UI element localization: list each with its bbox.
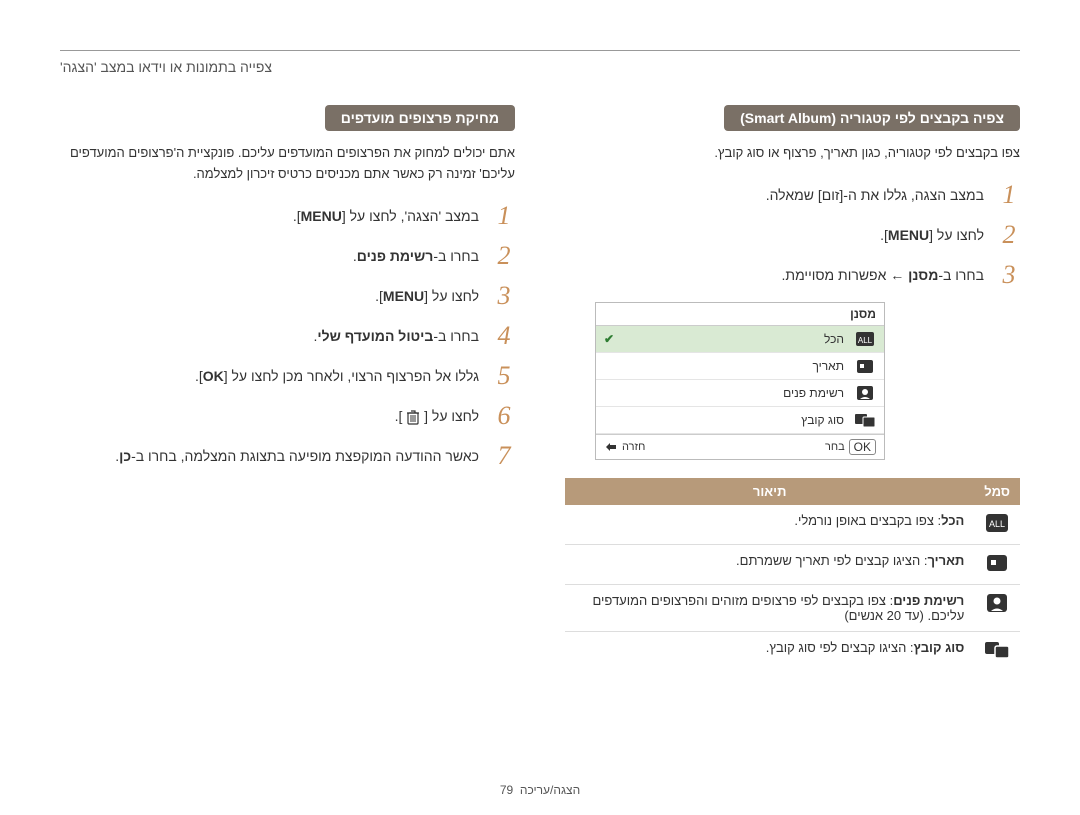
all-icon: ALL (974, 505, 1020, 545)
table-row: תאריך: הציגו קבצים לפי תאריך ששמרתם. (565, 544, 1020, 584)
step-text: לחצו על [MENU]. (880, 222, 984, 246)
step-text: כאשר ההודעה המוקפצת מופיעה בתצוגת המצלמה… (115, 443, 479, 467)
right-column: מחיקת פרצופים מועדפים אתם יכולים למחוק א… (60, 105, 515, 671)
menu-foot-back: חזרה (604, 439, 645, 455)
step-num: 1 (998, 182, 1020, 208)
step-num: 1 (493, 203, 515, 229)
icon-table: סמל תיאור ALL הכל: צפו בקבצים באופן נורמ… (565, 478, 1020, 671)
face-icon (974, 584, 1020, 631)
step-text: לחצו על [MENU]. (375, 283, 479, 307)
left-column: צפיה בקבצים לפי קטגוריה (Smart Album) צפ… (565, 105, 1020, 671)
intro-smartalbum: צפו בקבצים לפי קטגוריה, כגון תאריך, פרצו… (565, 143, 1020, 164)
step-text: גללו אל הפרצוף הרצוי, ולאחר מכן לחצו על … (195, 363, 479, 387)
step-text: בחרו ב-מסנן ← אפשרות מסויימת. (782, 262, 984, 286)
step-num: 6 (493, 403, 515, 429)
back-icon (604, 441, 618, 453)
check-icon: ✔ (604, 332, 614, 346)
menu-item-label: הכל (824, 332, 844, 346)
menu-item-faces[interactable]: רשימת פנים (596, 380, 884, 407)
calendar-icon (854, 357, 876, 375)
table-desc: תאריך: הציגו קבצים לפי תאריך ששמרתם. (565, 544, 974, 584)
menu-item-filetype[interactable]: סוג קובץ (596, 407, 884, 434)
menu-item-all[interactable]: ALL הכל ✔ (596, 326, 884, 353)
svg-text:ALL: ALL (989, 519, 1005, 529)
step-text: במצב הצגה, גללו את ה-[זום] שמאלה. (766, 182, 984, 206)
all-icon: ALL (854, 330, 876, 348)
step-text: בחרו ב-ביטול המועדף שלי. (313, 323, 479, 347)
table-row: רשימת פנים: צפו בקבצים לפי פרצופים מזוהי… (565, 584, 1020, 631)
menu-title: מסנן (596, 303, 884, 326)
steps-smartalbum: 1 במצב הצגה, גללו את ה-[זום] שמאלה. 2 לח… (565, 182, 1020, 288)
menu-item-label: סוג קובץ (801, 413, 844, 427)
table-row: ALL הכל: צפו בקבצים באופן נורמלי. (565, 505, 1020, 545)
step-text: לחצו על [ ]. (395, 403, 479, 427)
menu-item-label: תאריך (812, 359, 844, 373)
step-num: 2 (998, 222, 1020, 248)
menu-item-label: רשימת פנים (783, 386, 844, 400)
step-text: במצב 'הצגה', לחצו על [MENU]. (293, 203, 479, 227)
step-num: 3 (493, 283, 515, 309)
file-icon (974, 631, 1020, 671)
face-icon (854, 384, 876, 402)
section-title-smartalbum: צפיה בקבצים לפי קטגוריה (Smart Album) (724, 105, 1020, 131)
table-desc: הכל: צפו בקבצים באופן נורמלי. (565, 505, 974, 545)
intro-favorites: אתם יכולים למחוק את הפרצופים המועדפים על… (60, 143, 515, 185)
trash-icon (406, 409, 420, 425)
section-title-favorites: מחיקת פרצופים מועדפים (325, 105, 515, 131)
th-symbol: סמל (974, 478, 1020, 505)
th-desc: תיאור (565, 478, 974, 505)
menu-item-date[interactable]: תאריך (596, 353, 884, 380)
file-icon (854, 411, 876, 429)
filter-menu: מסנן ALL הכל ✔ תאריך רשימת פנים סוג קובץ (595, 302, 885, 460)
step-num: 7 (493, 443, 515, 469)
step-text: בחרו ב-רשימת פנים. (353, 243, 479, 267)
table-desc: רשימת פנים: צפו בקבצים לפי פרצופים מזוהי… (565, 584, 974, 631)
menu-foot-select: OK בחר (825, 439, 876, 455)
step-num: 3 (998, 262, 1020, 288)
step-num: 2 (493, 243, 515, 269)
step-num: 4 (493, 323, 515, 349)
table-desc: סוג קובץ: הציגו קבצים לפי סוג קובץ. (565, 631, 974, 671)
calendar-icon (974, 544, 1020, 584)
step-num: 5 (493, 363, 515, 389)
table-row: סוג קובץ: הציגו קבצים לפי סוג קובץ. (565, 631, 1020, 671)
page-footer: הצגה/עריכה 79 (0, 783, 1080, 797)
svg-text:ALL: ALL (858, 336, 873, 345)
steps-favorites: 1 במצב 'הצגה', לחצו על [MENU]. 2 בחרו ב-… (60, 203, 515, 469)
page-header: צפייה בתמונות או וידאו במצב 'הצגה' (60, 59, 1020, 75)
